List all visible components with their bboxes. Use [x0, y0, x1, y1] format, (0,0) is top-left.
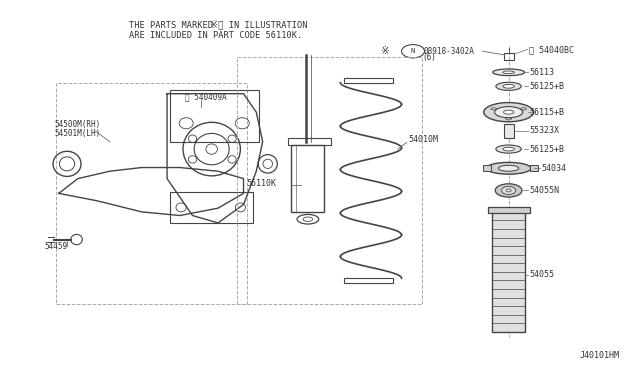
Bar [492, 212, 525, 332]
Text: N: N [411, 48, 415, 54]
Text: 54500M(RH): 54500M(RH) [54, 120, 100, 129]
Ellipse shape [493, 69, 525, 76]
Text: ※ 540409A: ※ 540409A [185, 92, 227, 101]
Bar [504, 124, 514, 138]
Ellipse shape [496, 145, 522, 153]
Text: 56125+B: 56125+B [529, 145, 564, 154]
Text: 54055: 54055 [529, 270, 554, 279]
Bar [344, 278, 393, 283]
Text: ARE INCLUDED IN PART CODE 56110K.: ARE INCLUDED IN PART CODE 56110K. [129, 31, 302, 40]
Ellipse shape [495, 107, 523, 118]
Bar [504, 53, 514, 61]
Text: 54459: 54459 [45, 242, 68, 251]
Bar [288, 138, 332, 145]
Text: 08918-3402A: 08918-3402A [423, 47, 474, 56]
Ellipse shape [486, 162, 531, 174]
Text: 54010M: 54010M [408, 135, 438, 144]
Ellipse shape [496, 82, 522, 90]
Ellipse shape [503, 147, 515, 151]
Text: ※: ※ [381, 46, 389, 56]
Text: (6): (6) [422, 54, 436, 62]
Ellipse shape [495, 184, 522, 197]
Text: 54055N: 54055N [529, 186, 559, 195]
Text: ※ 54040BC: ※ 54040BC [529, 45, 574, 54]
Text: 56113: 56113 [529, 68, 554, 77]
Ellipse shape [503, 84, 515, 88]
Text: 55323X: 55323X [529, 126, 559, 135]
Text: THE PARTS MARKED ※ IN ILLUSTRATION: THE PARTS MARKED ※ IN ILLUSTRATION [129, 20, 307, 29]
Text: ※: ※ [209, 20, 218, 30]
Bar [170, 192, 253, 223]
Ellipse shape [502, 186, 516, 195]
Text: 54034: 54034 [541, 164, 567, 173]
Bar [170, 90, 259, 142]
Text: 56110K: 56110K [246, 179, 276, 188]
Text: 56115+B: 56115+B [529, 108, 564, 117]
Ellipse shape [484, 103, 534, 122]
Bar [344, 78, 393, 83]
Text: J40101HM: J40101HM [579, 350, 620, 359]
Ellipse shape [503, 71, 515, 74]
Bar [483, 164, 491, 171]
Bar [291, 145, 324, 212]
Text: 56125+B: 56125+B [529, 82, 564, 91]
Ellipse shape [504, 110, 514, 114]
Bar [531, 164, 538, 171]
Bar [488, 207, 530, 213]
Text: 54501M(LH): 54501M(LH) [54, 129, 100, 138]
Ellipse shape [499, 165, 519, 171]
